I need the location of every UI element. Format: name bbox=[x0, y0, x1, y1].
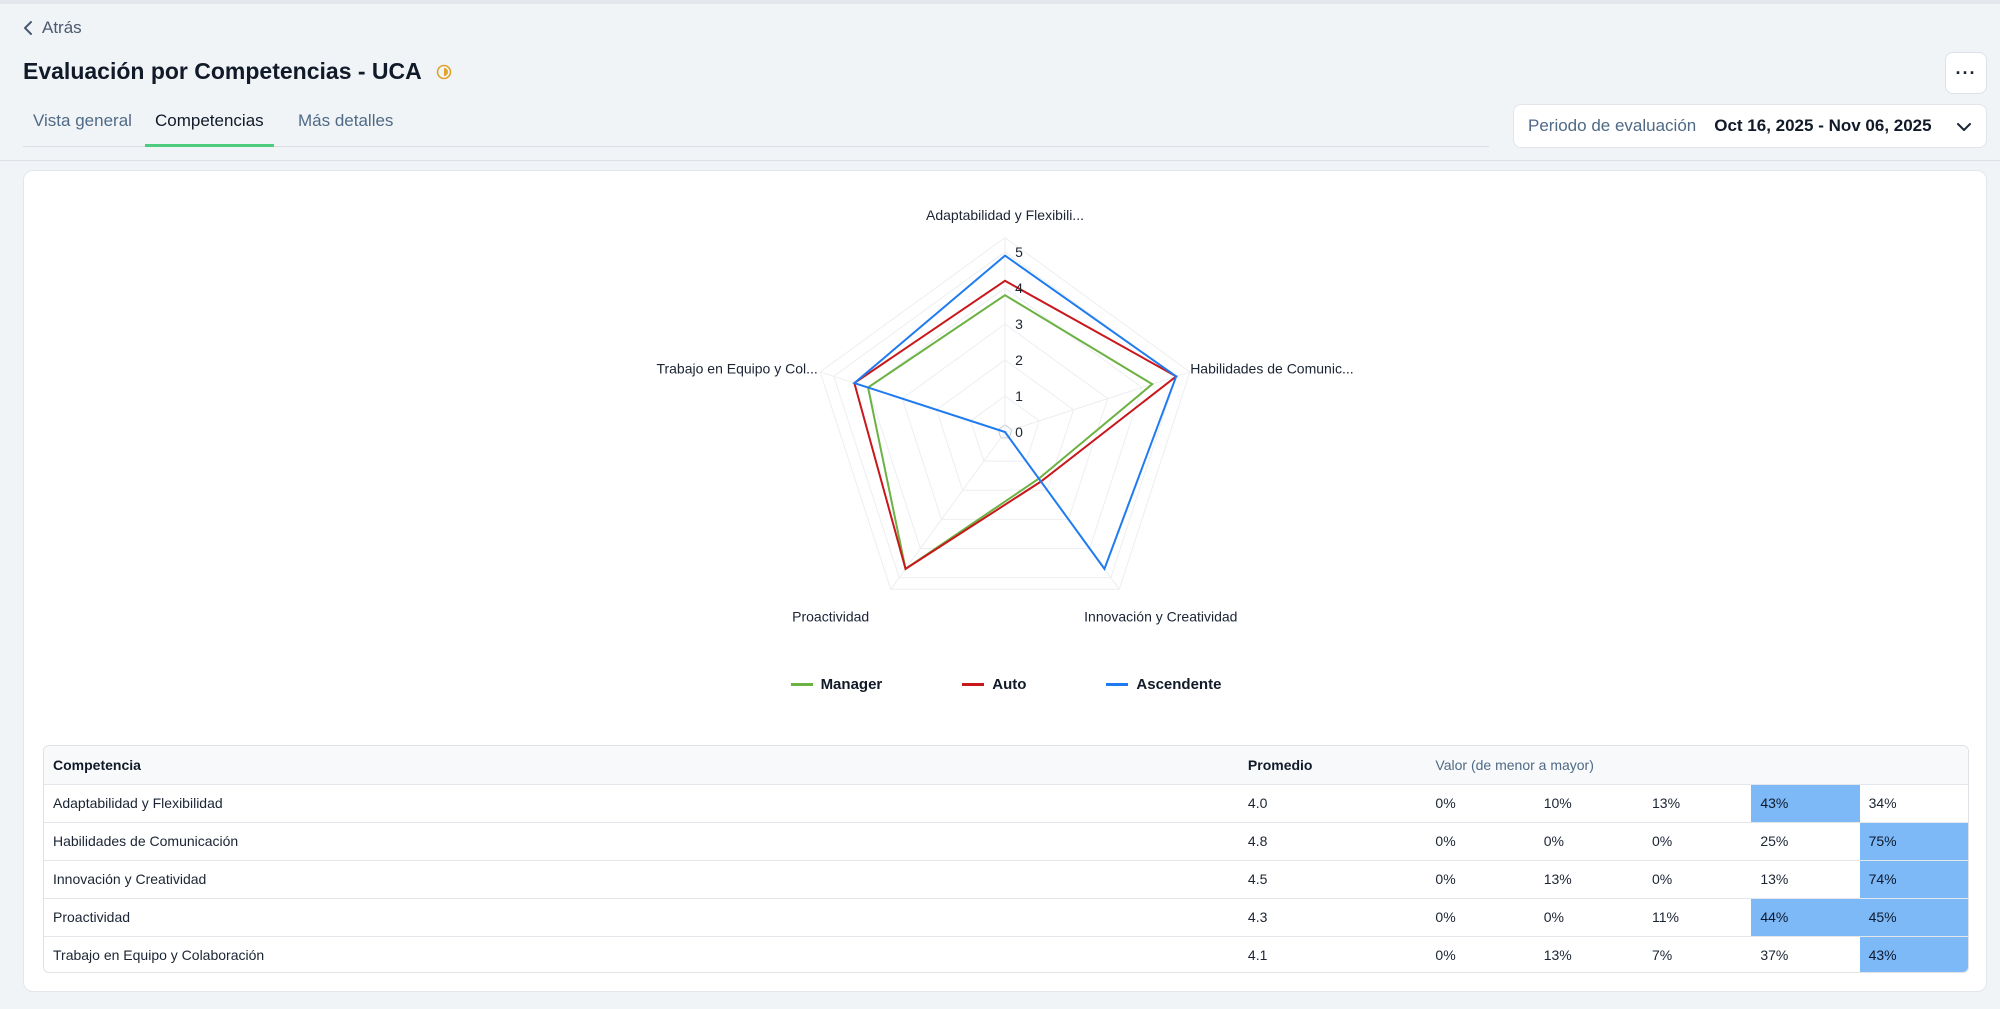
legend-item-manager[interactable]: Manager bbox=[790, 676, 883, 693]
cell-valor: 45% bbox=[1859, 898, 1968, 936]
cell-valor: 44% bbox=[1751, 898, 1860, 936]
radar-tick-label: 5 bbox=[1015, 244, 1023, 260]
header-separator bbox=[0, 160, 2000, 161]
radar-tick-label: 1 bbox=[1015, 388, 1023, 404]
radar-axis-label: Trabajo en Equipo y Col... bbox=[656, 360, 817, 376]
cell-promedio: 4.5 bbox=[1247, 871, 1268, 887]
cell-valor: 0% bbox=[1435, 947, 1456, 964]
radar-axis-label: Innovación y Creatividad bbox=[1084, 609, 1237, 625]
table-row: Habilidades de Comunicación 4.8 0% 0% 0% 25% 7… bbox=[44, 822, 1968, 860]
tab-bar: Vista general Competencias Más detalles bbox=[23, 108, 1489, 147]
cell-valor: 75% bbox=[1859, 822, 1968, 860]
chevron-left-icon bbox=[24, 21, 32, 35]
radar-axis-label: Proactividad bbox=[792, 609, 869, 625]
cell-valor: 10% bbox=[1543, 795, 1572, 811]
page-title: Evaluación por Competencias - UCA bbox=[23, 58, 452, 85]
cell-promedio: 4.3 bbox=[1247, 909, 1268, 925]
cell-valor: 0% bbox=[1435, 871, 1456, 887]
tab-mas-detalles[interactable]: Más detalles bbox=[298, 111, 394, 130]
cell-competencia: Innovación y Creatividad bbox=[53, 871, 207, 887]
chart-legend: Manager Auto Ascendente bbox=[24, 676, 1988, 693]
tab-competencias[interactable]: Competencias bbox=[145, 111, 274, 147]
radar-grid-ring bbox=[935, 359, 1075, 491]
cell-promedio: 4.1 bbox=[1247, 947, 1268, 964]
cell-valor: 13% bbox=[1652, 795, 1681, 811]
legend-label: Ascendente bbox=[1136, 676, 1222, 693]
cell-valor: 0% bbox=[1543, 833, 1564, 849]
radar-tick-label: 0 bbox=[1015, 424, 1023, 440]
cell-valor: 0% bbox=[1543, 909, 1564, 925]
cell-valor: 0% bbox=[1435, 909, 1456, 925]
cell-valor: 34% bbox=[1868, 795, 1897, 811]
radar-axis-label: Adaptabilidad y Flexibili... bbox=[926, 207, 1084, 223]
radar-axis-label: Habilidades de Comunic... bbox=[1190, 360, 1353, 376]
evaluation-period-selector[interactable]: Periodo de evaluación Oct 16, 2025 - Nov… bbox=[1513, 104, 1987, 148]
cell-valor: 0% bbox=[1435, 833, 1456, 849]
cell-valor: 13% bbox=[1760, 871, 1789, 887]
legend-label: Manager bbox=[820, 676, 883, 693]
radar-tick-label: 2 bbox=[1015, 352, 1023, 368]
cell-valor: 25% bbox=[1760, 833, 1789, 849]
cell-valor: 7% bbox=[1652, 947, 1673, 964]
competencias-table: Competencia Promedio Valor (de menor a m… bbox=[43, 745, 1969, 973]
cell-valor: 0% bbox=[1652, 871, 1673, 887]
period-label: Periodo de evaluación bbox=[1528, 116, 1697, 135]
cell-promedio: 4.0 bbox=[1247, 795, 1268, 811]
cell-valor: 37% bbox=[1760, 947, 1789, 964]
cell-competencia: Adaptabilidad y Flexibilidad bbox=[53, 795, 223, 811]
header-promedio: Promedio bbox=[1247, 756, 1313, 773]
competencias-card: 0 1 2 3 4 5 Adaptabilidad y Flexibili... Habili… bbox=[23, 170, 1987, 992]
more-options-button[interactable]: ··· bbox=[1945, 52, 1987, 94]
cell-valor: 43% bbox=[1751, 784, 1860, 822]
legend-item-auto[interactable]: Auto bbox=[962, 676, 1026, 693]
table-row: Innovación y Creatividad 4.5 0% 13% 0% 13% 74% bbox=[44, 860, 1968, 898]
cell-valor: 13% bbox=[1543, 871, 1572, 887]
radar-grid-ring bbox=[819, 236, 1191, 590]
radar-series-ascendente bbox=[852, 254, 1178, 571]
chevron-down-icon bbox=[1957, 123, 1971, 131]
cell-valor: 0% bbox=[1652, 833, 1673, 849]
back-link[interactable]: Atrás bbox=[22, 18, 82, 38]
radar-grid-ring bbox=[997, 424, 1013, 439]
legend-item-ascendente[interactable]: Ascendente bbox=[1106, 676, 1221, 693]
legend-label: Auto bbox=[992, 676, 1027, 693]
radar-chart: 0 1 2 3 4 5 Adaptabilidad y Flexibili... Habili… bbox=[656, 207, 1353, 625]
more-options-icon: ··· bbox=[1955, 62, 1977, 83]
radar-tick-label: 3 bbox=[1015, 316, 1023, 332]
radar-grid-ring bbox=[970, 395, 1040, 462]
cell-valor: 74% bbox=[1859, 860, 1968, 898]
cell-valor: 43% bbox=[1859, 936, 1968, 972]
back-label: Atrás bbox=[42, 18, 82, 37]
tab-vista-general[interactable]: Vista general bbox=[33, 111, 132, 130]
radar-spoke bbox=[890, 431, 1006, 590]
cell-competencia: Proactividad bbox=[53, 909, 131, 925]
header-competencia: Competencia bbox=[53, 756, 141, 773]
table-header-row: Competencia Promedio Valor (de menor a m… bbox=[44, 746, 1968, 784]
half-circle-status-icon bbox=[436, 64, 452, 79]
cell-valor: 13% bbox=[1543, 947, 1572, 964]
legend-swatch bbox=[790, 683, 813, 686]
radar-grid-ring bbox=[901, 323, 1109, 520]
cell-competencia: Trabajo en Equipo y Colaboración bbox=[53, 947, 265, 964]
radar-spoke bbox=[1004, 371, 1191, 433]
legend-swatch bbox=[1106, 683, 1129, 686]
radar-series-manager bbox=[866, 294, 1154, 571]
legend-swatch bbox=[962, 683, 985, 686]
page-title-text: Evaluación por Competencias - UCA bbox=[23, 58, 422, 84]
cell-competencia: Habilidades de Comunicación bbox=[53, 833, 239, 849]
cell-valor: 11% bbox=[1652, 909, 1679, 925]
top-border bbox=[0, 0, 2000, 4]
period-value: Oct 16, 2025 - Nov 06, 2025 bbox=[1714, 116, 1932, 135]
table-row: Trabajo en Equipo y Colaboración 4.1 0% 13%… bbox=[44, 936, 1968, 972]
table-row: Adaptabilidad y Flexibilidad 4.0 0% 10% 13% 4… bbox=[44, 784, 1968, 822]
cell-promedio: 4.8 bbox=[1247, 833, 1268, 849]
header-valor: Valor (de menor a mayor) bbox=[1435, 756, 1594, 773]
cell-valor: 0% bbox=[1435, 795, 1456, 811]
table-row: Proactividad 4.3 0% 0% 11% 44% 45% bbox=[44, 898, 1968, 936]
radar-series-auto bbox=[853, 279, 1178, 571]
radar-tick-label: 4 bbox=[1015, 280, 1023, 296]
